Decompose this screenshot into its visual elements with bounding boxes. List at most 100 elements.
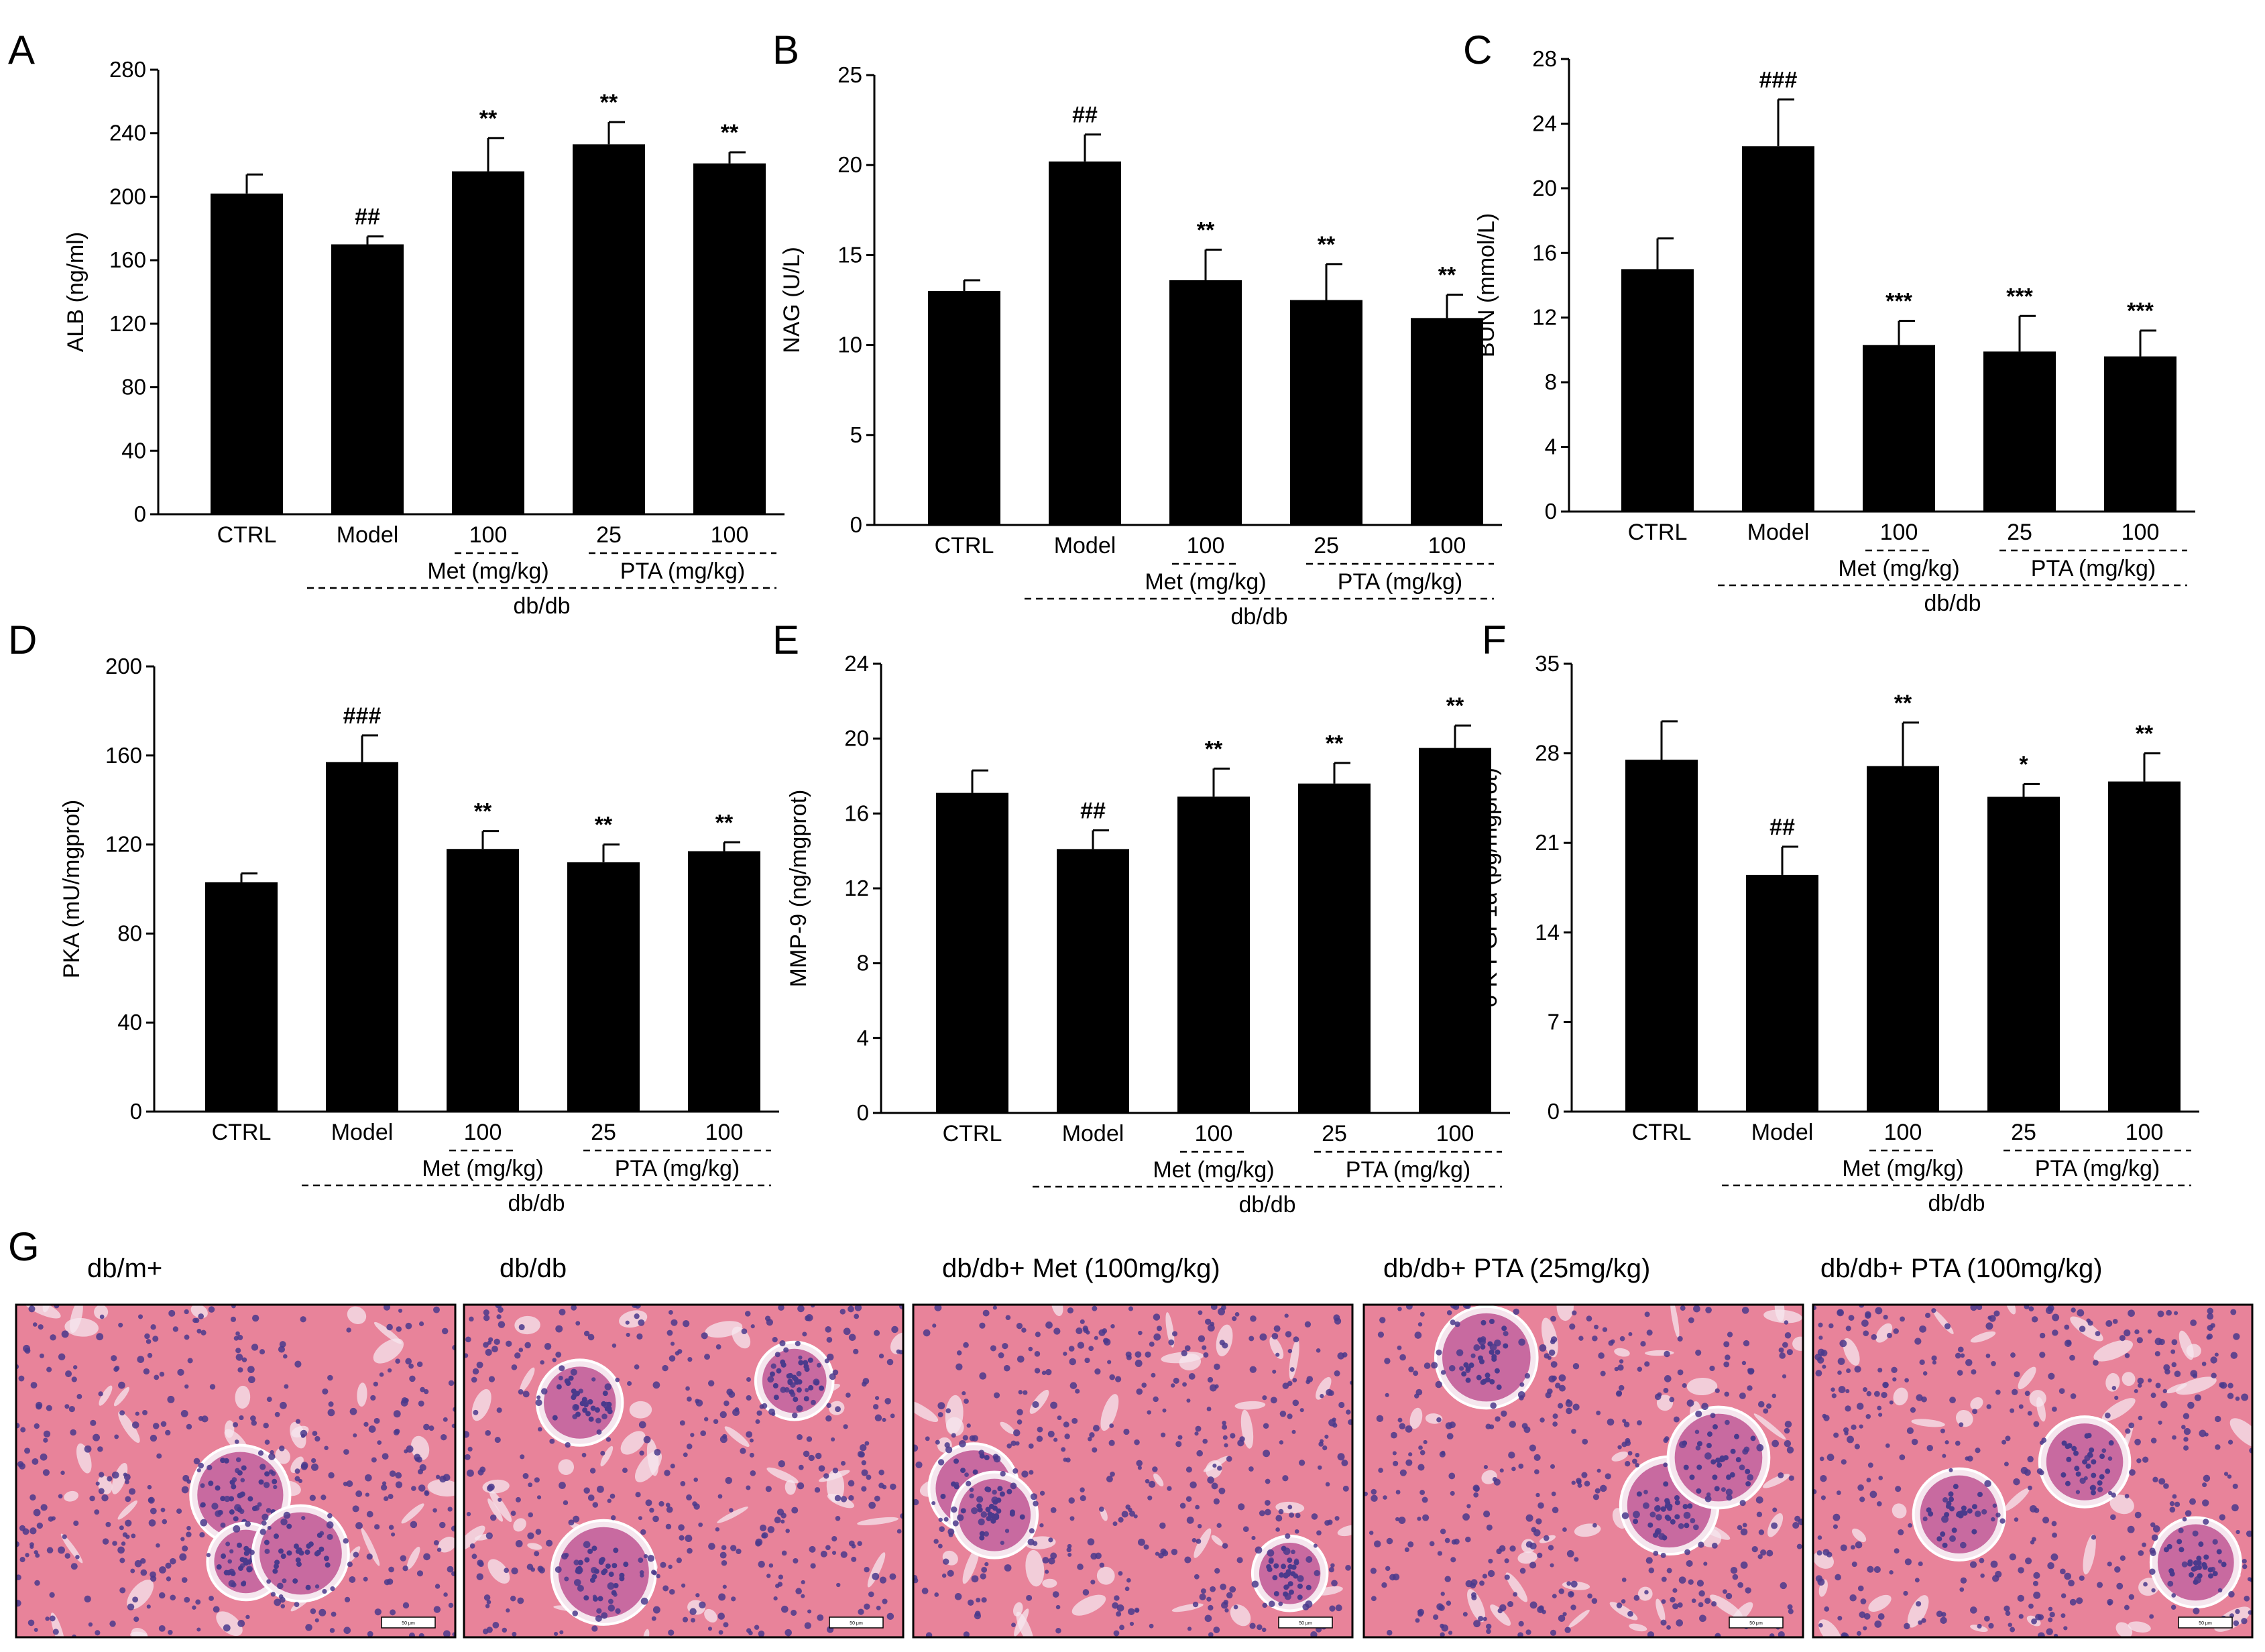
glomerulus-nucleus [1936, 1536, 1942, 1542]
cell-nucleus [596, 1429, 602, 1435]
cell-nucleus [2211, 1372, 2217, 1378]
cell-nucleus [1877, 1613, 1885, 1620]
glomerulus-nucleus [564, 1378, 570, 1384]
cell-nucleus [1747, 1385, 1753, 1391]
y-tick-label: 0 [134, 501, 146, 526]
cell-nucleus [1540, 1417, 1545, 1423]
cell-nucleus [1077, 1564, 1084, 1570]
cell-nucleus [1596, 1410, 1601, 1415]
cell-nucleus [520, 1454, 525, 1460]
cell-nucleus [2138, 1550, 2144, 1556]
cell-nucleus [1335, 1604, 1342, 1612]
cell-nucleus [382, 1481, 387, 1486]
cell-nucleus [1849, 1594, 1857, 1602]
glomerulus-nucleus [2085, 1463, 2091, 1469]
cell-nucleus [785, 1529, 790, 1533]
cell-nucleus [249, 1549, 255, 1555]
cell-nucleus [76, 1394, 82, 1399]
cell-nucleus [717, 1494, 723, 1499]
cell-nucleus [1034, 1368, 1041, 1374]
cell-nucleus [607, 1582, 615, 1590]
cell-nucleus [1279, 1410, 1287, 1417]
cell-nucleus [1706, 1492, 1711, 1497]
tubule-lumen [1970, 1331, 1996, 1343]
cell-nucleus [418, 1484, 426, 1492]
cell-nucleus [1666, 1625, 1671, 1630]
cell-nucleus [1504, 1558, 1509, 1564]
cell-nucleus [237, 1367, 243, 1373]
cell-nucleus [1558, 1384, 1566, 1392]
cell-nucleus [294, 1602, 300, 1608]
cell-nucleus [1196, 1539, 1202, 1544]
cell-nucleus [1462, 1612, 1468, 1617]
cell-nucleus [1263, 1450, 1271, 1458]
tubule-lumen [1556, 1305, 1574, 1321]
cell-nucleus [947, 1570, 954, 1577]
cell-nucleus [1032, 1401, 1039, 1409]
cell-nucleus [1113, 1630, 1120, 1637]
cell-nucleus [1838, 1386, 1846, 1393]
cell-nucleus [2110, 1514, 2116, 1521]
cell-nucleus [1548, 1375, 1556, 1383]
cell-nucleus [954, 1593, 962, 1600]
significance-label: * [2019, 752, 2028, 777]
cell-nucleus [1655, 1528, 1662, 1535]
glomerulus-nucleus [796, 1387, 802, 1393]
cell-nucleus [573, 1579, 581, 1586]
cell-nucleus [511, 1567, 518, 1575]
cell-nucleus [734, 1407, 740, 1412]
cell-nucleus [1495, 1416, 1501, 1422]
cell-nucleus [777, 1582, 783, 1587]
cell-nucleus [1384, 1358, 1391, 1364]
cell-nucleus [805, 1388, 809, 1393]
glomerulus-nucleus [2065, 1443, 2071, 1450]
cell-nucleus [165, 1562, 172, 1569]
cell-nucleus [801, 1580, 805, 1585]
cell-nucleus [1552, 1594, 1557, 1599]
y-axis-title: NAG (U/L) [779, 247, 805, 353]
cell-nucleus [62, 1534, 67, 1539]
cell-nucleus [1186, 1398, 1191, 1403]
cell-nucleus [1069, 1358, 1076, 1366]
cell-nucleus [1649, 1511, 1656, 1518]
glomerulus-nucleus [1689, 1474, 1695, 1480]
glomerulus-nucleus [594, 1407, 600, 1413]
glomerulus-nucleus [1273, 1563, 1279, 1569]
cell-nucleus [1565, 1399, 1573, 1407]
glomerulus-nucleus [1495, 1349, 1501, 1355]
cell-nucleus [1786, 1446, 1794, 1454]
cell-nucleus [133, 1616, 139, 1622]
cell-nucleus [884, 1398, 891, 1405]
cell-nucleus [1273, 1325, 1281, 1332]
cell-nucleus [2070, 1393, 2077, 1399]
cell-nucleus [1875, 1307, 1883, 1315]
cell-nucleus [2060, 1568, 2066, 1575]
glomerulus-nucleus [1283, 1573, 1289, 1579]
cell-nucleus [193, 1458, 200, 1465]
cell-nucleus [1525, 1541, 1533, 1548]
cell-nucleus [886, 1612, 894, 1620]
cell-nucleus [1711, 1542, 1718, 1549]
cell-nucleus [1695, 1349, 1702, 1356]
category-label: 100 [1436, 1121, 1474, 1146]
cell-nucleus [1725, 1419, 1730, 1425]
cell-nucleus [1478, 1616, 1484, 1622]
cell-nucleus [247, 1376, 255, 1384]
y-tick-label: 24 [1532, 111, 1557, 135]
pta-group-label: PTA (mg/kg) [615, 1156, 740, 1181]
glomerulus-nucleus [2091, 1472, 2097, 1478]
cell-nucleus [686, 1494, 693, 1500]
cell-nucleus [2038, 1632, 2045, 1637]
cell-nucleus [1847, 1435, 1854, 1443]
cell-nucleus [1421, 1496, 1428, 1503]
cell-nucleus [874, 1495, 880, 1502]
cell-nucleus [756, 1410, 762, 1416]
cell-nucleus [797, 1305, 805, 1313]
glomerulus-nucleus [819, 1385, 825, 1391]
cell-nucleus [2005, 1435, 2011, 1441]
cell-nucleus [1282, 1382, 1289, 1389]
cell-nucleus [729, 1508, 734, 1513]
glomerulus-nucleus [1733, 1433, 1739, 1439]
glomerulus-nucleus [597, 1596, 603, 1602]
cell-nucleus [652, 1381, 660, 1389]
